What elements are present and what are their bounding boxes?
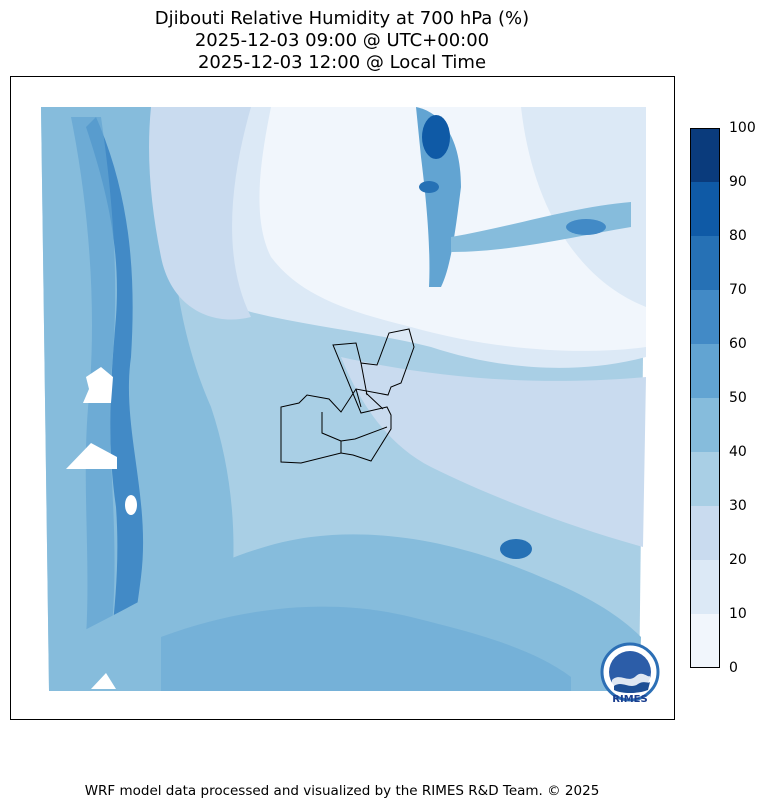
colorbar-segment [690,344,720,398]
east-moisture-spot [566,219,606,235]
ne-moisture-core [422,115,450,159]
colorbar-tick-label: 10 [729,606,747,622]
rimes-logo-icon [600,642,660,702]
colorbar-tick-label: 100 [729,120,756,136]
map-title: Djibouti Relative Humidity at 700 hPa (%… [154,8,530,29]
djibouti-internal-borders [321,362,388,453]
colorbar-tick-label: 20 [729,552,747,568]
logo-text: RIMES [612,694,648,705]
colorbar-tick-label: 70 [729,282,747,298]
colorbar-border [690,128,720,668]
local-time-label: 2025-12-03 12:00 @ Local Time [197,52,487,73]
colorbar-segment [690,182,720,236]
northwest-light-band [149,107,251,320]
colorbar-tick-label: 30 [729,498,747,514]
colorbar-segment [690,128,720,182]
missing-data-patch-2 [66,443,117,469]
colorbar-segment [690,290,720,344]
colorbar-tick-label: 90 [729,174,747,190]
colorbar [690,128,720,668]
east-moisture-band [451,202,631,252]
humidity-map [41,107,646,691]
east-light-belt [341,357,646,547]
south-mid-band [161,606,571,691]
colorbar-segment [690,560,720,614]
footer-credit: WRF model data processed and visualized … [84,783,600,799]
west-ridge-dark [86,117,144,677]
colorbar-segment [690,614,720,668]
colorbar-segment [690,398,720,452]
colorbar-segment [690,236,720,290]
colorbar-segment [690,506,720,560]
djibouti-border [280,328,415,464]
south-band [49,534,641,691]
colorbar-tick-label: 40 [729,444,747,460]
map-frame [10,76,675,720]
colorbar-tick-label: 60 [729,336,747,352]
colorbar-tick-label: 0 [729,660,738,676]
colorbar-segment [690,452,720,506]
missing-data-patch-4 [91,673,116,689]
missing-data-patch-1 [83,367,113,403]
missing-data-patch-3 [125,495,137,515]
ne-moisture-spot [419,181,439,193]
colorbar-tick-label: 80 [729,228,747,244]
se-moisture-spot [500,539,532,559]
utc-time-label: 2025-12-03 09:00 @ UTC+00:00 [194,30,490,51]
colorbar-tick-label: 50 [729,390,747,406]
